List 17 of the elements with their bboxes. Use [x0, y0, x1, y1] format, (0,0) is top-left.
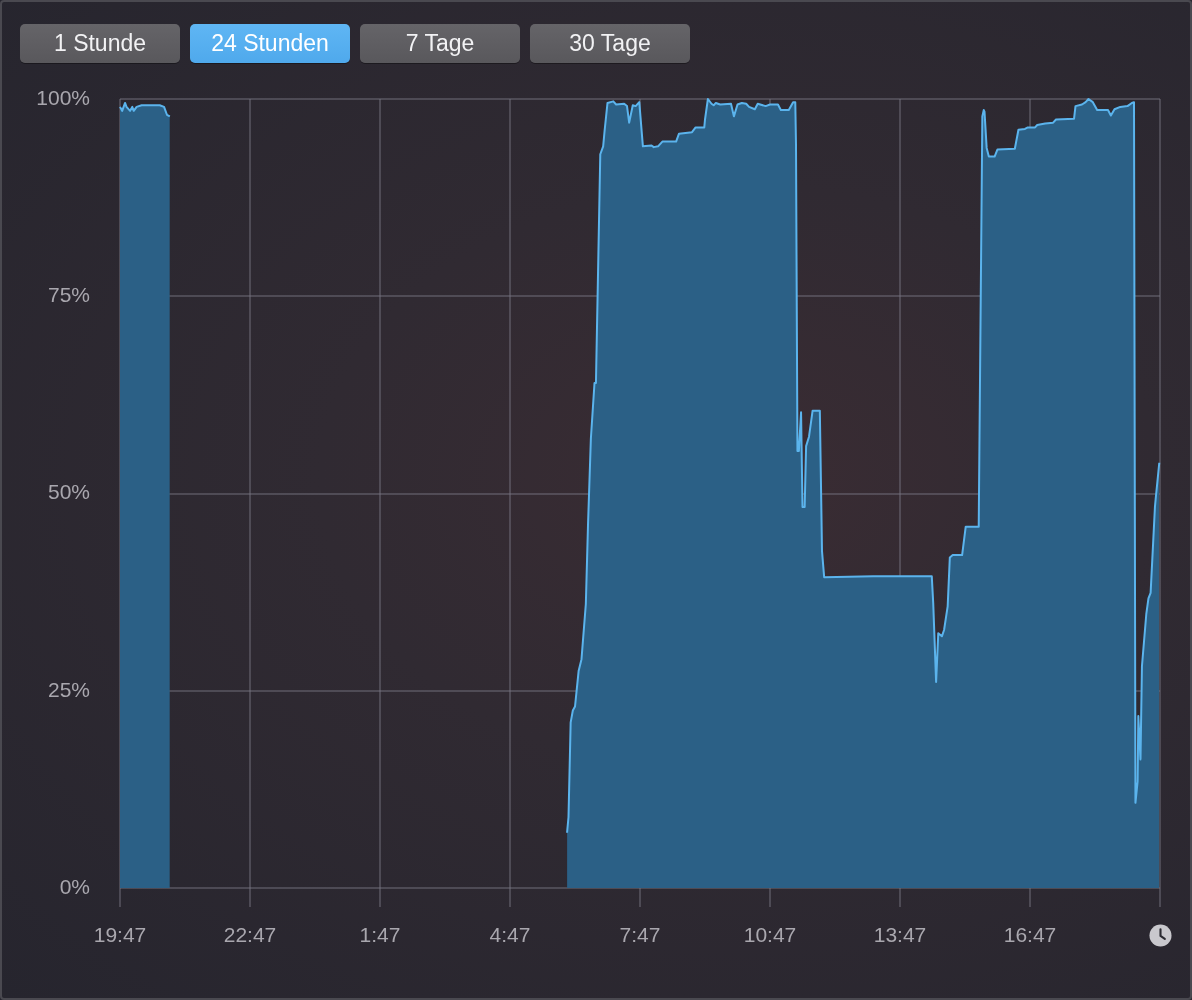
x-tick-label: 16:47 [1003, 923, 1057, 947]
y-tick-label: 100% [36, 85, 90, 109]
x-tick-label: 7:47 [619, 923, 661, 947]
y-tick-label: 50% [47, 480, 90, 504]
time-range-button: 30 Tage [530, 24, 690, 63]
y-tick-label: 75% [47, 283, 90, 307]
time-range-button: 1 Stunde [20, 24, 180, 63]
x-tick-label: 13:47 [873, 923, 927, 947]
y-tick-label: 25% [47, 677, 90, 701]
x-tick-label: 22:47 [223, 923, 277, 947]
x-tick-label: 10:47 [743, 923, 797, 947]
x-tick-label: 1:47 [359, 923, 401, 947]
x-tick-label: 19:47 [93, 923, 147, 947]
time-range-button: 24 Stunden [190, 24, 350, 63]
y-tick-label: 0% [59, 874, 90, 898]
x-tick-label: 4:47 [489, 923, 531, 947]
time-range-button: 7 Tage [360, 24, 520, 63]
